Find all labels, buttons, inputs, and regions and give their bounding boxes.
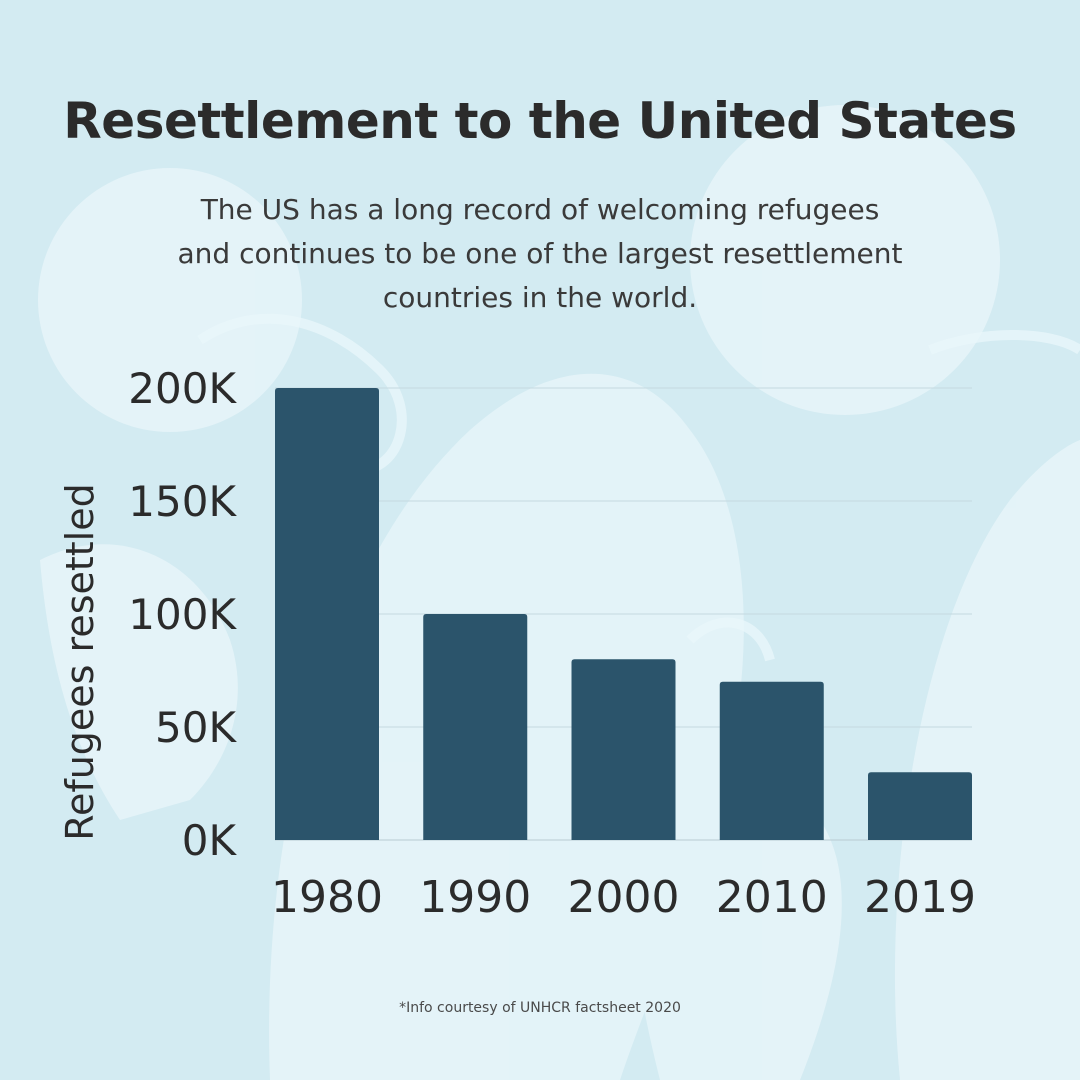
y-tick-label: 50K — [155, 703, 237, 752]
x-tick-label: 2019 — [864, 872, 976, 923]
y-tick-label: 200K — [128, 364, 237, 413]
y-axis-label: Refugees resettled — [58, 483, 102, 841]
bar-2019 — [868, 772, 972, 840]
bar-1990 — [423, 614, 528, 840]
x-tick-label: 2000 — [568, 872, 680, 923]
x-tick-label: 1990 — [419, 872, 531, 923]
y-tick-label: 100K — [128, 590, 237, 639]
x-tick-label: 1980 — [271, 872, 383, 923]
page-subtitle: The US has a long record of welcoming re… — [177, 193, 903, 314]
y-tick-label: 0K — [182, 816, 238, 865]
bar-2000 — [571, 659, 676, 840]
source-footnote: *Info courtesy of UNHCR factsheet 2020 — [399, 1000, 681, 1016]
bar-1980 — [275, 388, 379, 840]
page-title: Resettlement to the United States — [63, 92, 1017, 150]
y-tick-label: 150K — [128, 477, 237, 526]
bar-2010 — [719, 681, 824, 840]
x-tick-label: 2010 — [716, 872, 828, 923]
